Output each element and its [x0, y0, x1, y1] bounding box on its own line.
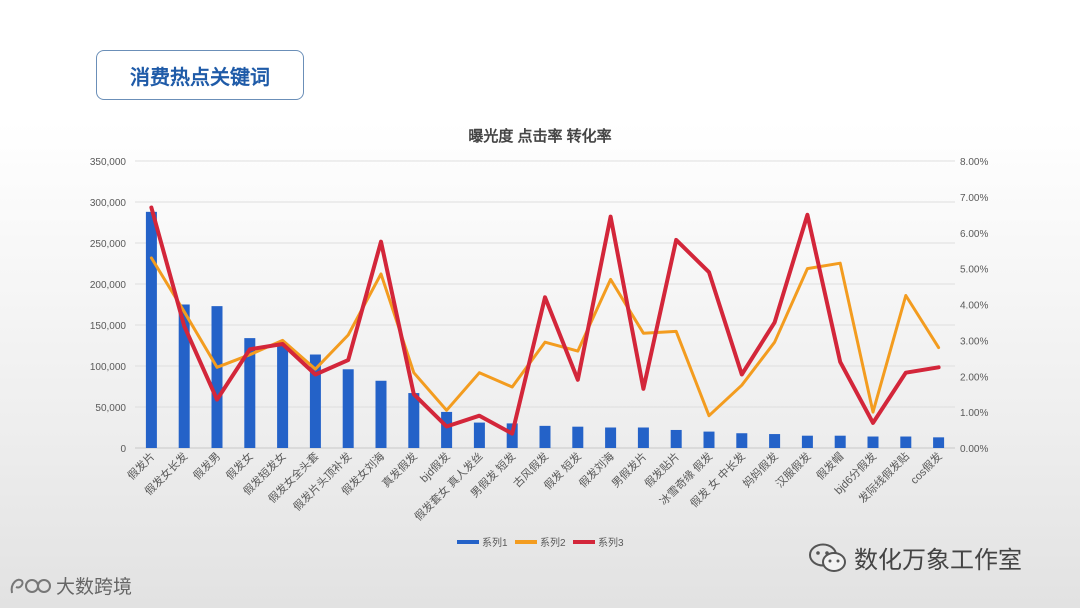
bar: [605, 427, 617, 448]
category-label: 假发片: [124, 449, 157, 482]
slide-title: 消费热点关键词: [96, 50, 304, 100]
legend: 系列1 系列2 系列3: [457, 536, 624, 549]
category-label: 汉服假发: [773, 449, 814, 490]
bar: [539, 425, 551, 448]
bar: [244, 338, 256, 448]
bar: [769, 434, 781, 448]
right-tick-label: 7.00%: [960, 193, 988, 204]
left-tick-label: 100,000: [90, 362, 127, 373]
series3-line: [149, 205, 941, 436]
bar: [473, 422, 485, 448]
legend-swatch: [573, 540, 595, 544]
category-label: 真发假发: [379, 449, 420, 490]
category-label: 妈妈假发: [740, 449, 781, 490]
wechat-icon: [809, 543, 846, 572]
line-series: [149, 205, 941, 436]
watermark: 数化万象工作室: [808, 540, 1022, 575]
bar: [408, 393, 420, 448]
bar: [801, 435, 813, 448]
bar: [178, 304, 190, 448]
bar: [867, 436, 879, 448]
right-tick-label: 4.00%: [960, 301, 988, 312]
bar: [277, 345, 289, 448]
bar: [506, 423, 518, 448]
legend-label: 系列3: [598, 536, 624, 549]
category-label: 假发片头顶补发: [290, 449, 354, 513]
right-tick-label: 6.00%: [960, 229, 988, 240]
watermark-text: 数化万象工作室: [854, 546, 1022, 574]
category-label: 假发女: [223, 449, 256, 482]
bar: [933, 437, 945, 448]
left-tick-label: 50,000: [95, 403, 126, 414]
legend-label: 系列1: [482, 536, 508, 549]
legend-label: 系列2: [540, 536, 566, 549]
bar: [834, 435, 846, 448]
bar: [637, 427, 649, 448]
bar: [441, 411, 453, 448]
right-tick-label: 3.00%: [960, 336, 988, 347]
left-tick-label: 200,000: [90, 280, 127, 291]
bar: [211, 306, 223, 448]
category-label: 男假发片: [609, 449, 650, 490]
series2-line: [149, 256, 941, 418]
left-axis-ticks: 0 50,000 100,000 150,000 200,000 250,000 300,0…: [90, 157, 127, 455]
legend-swatch: [457, 540, 479, 544]
gridlines: [135, 160, 955, 449]
left-tick-label: 0: [120, 444, 126, 455]
right-tick-label: 5.00%: [960, 265, 988, 276]
category-label: cos假发: [907, 449, 945, 487]
left-tick-label: 300,000: [90, 198, 127, 209]
dashuju-logo-icon: [10, 578, 51, 593]
bar: [145, 211, 157, 448]
right-tick-label: 2.00%: [960, 372, 988, 383]
category-label: 假发男: [190, 449, 223, 482]
right-axis-ticks: 0.00% 1.00% 2.00% 3.00% 4.00% 5.00% 6.00% 7.00%…: [960, 157, 988, 455]
chart-title: 曝光度 点击率 转化率: [468, 127, 611, 145]
right-tick-label: 1.00%: [960, 408, 988, 419]
bar: [309, 354, 321, 448]
left-tick-label: 250,000: [90, 239, 127, 250]
right-tick-label: 0.00%: [960, 444, 988, 455]
bar: [900, 436, 912, 448]
category-label: 假发 女 中长发: [687, 449, 748, 510]
bar: [375, 380, 387, 448]
bar: [670, 429, 682, 448]
legend-swatch: [515, 540, 537, 544]
category-label: 假发刘海: [576, 449, 617, 490]
left-tick-label: 150,000: [90, 321, 127, 332]
bar: [572, 426, 584, 448]
bar: [342, 369, 354, 448]
bar: [703, 431, 715, 448]
category-label: 假发帽: [813, 449, 846, 482]
brand-logo: 大数跨境: [8, 572, 132, 599]
bar: [736, 433, 748, 448]
logo-text: 大数跨境: [56, 576, 133, 598]
left-tick-label: 350,000: [90, 157, 127, 168]
series1-bars: [145, 211, 945, 448]
right-tick-label: 8.00%: [960, 157, 988, 168]
